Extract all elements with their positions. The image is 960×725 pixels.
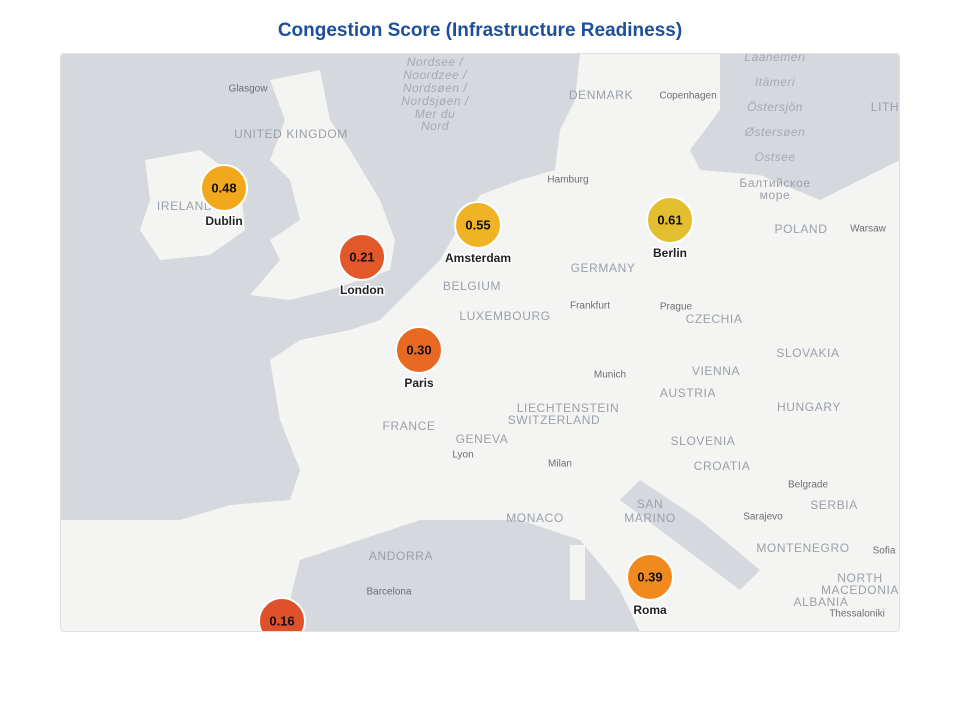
map-label: Hamburg	[547, 175, 588, 186]
map-label: ANDORRA	[369, 549, 433, 563]
marker-bubble	[454, 201, 502, 249]
map-label: море	[760, 188, 791, 202]
map-label: Frankfurt	[570, 301, 610, 312]
scandinavia	[580, 53, 720, 160]
map-label: Barcelona	[366, 587, 411, 598]
map-label: Belgrade	[788, 480, 828, 491]
map-label: IRELAND	[157, 199, 213, 213]
map-label: SERBIA	[810, 498, 858, 512]
map-label: Østersøen	[744, 125, 806, 139]
marker-value: 0.39	[637, 569, 662, 584]
map-label: MONTENEGRO	[756, 541, 849, 555]
map-label: Munich	[594, 370, 626, 381]
map-label: Thessaloniki	[829, 609, 885, 620]
marker-value: 0.21	[349, 249, 374, 264]
marker-name: Berlin	[653, 246, 687, 260]
map-label: HUNGARY	[777, 400, 841, 414]
map-label: GENEVA	[456, 432, 509, 446]
map-label: Läänemeri	[744, 50, 805, 64]
marker-bubble	[646, 196, 694, 244]
map-label: MONACO	[506, 511, 564, 525]
map-label: LIECHTENSTEIN	[517, 401, 619, 415]
city-marker: 0.61 Berlin	[646, 196, 694, 262]
map-label: SLOVENIA	[671, 434, 736, 448]
map-label: SWITZERLAND	[508, 413, 601, 427]
adriatic	[620, 480, 760, 590]
map-label: NORTH	[837, 571, 882, 585]
map-label: AUSTRIA	[660, 386, 716, 400]
map-label: Noordzee /	[403, 68, 468, 82]
marker-bubble	[338, 233, 386, 281]
marker-value: 0.55	[465, 217, 490, 232]
map-label: ALBANIA	[794, 595, 849, 609]
map-label: VIENNA	[692, 364, 740, 378]
map-label: Milan	[548, 459, 572, 470]
marker-name: Roma	[633, 603, 667, 617]
marker-value: 0.61	[657, 212, 682, 227]
map-label: LUXEMBOURG	[459, 309, 550, 323]
map-label: FRANCE	[383, 419, 436, 433]
map-label: BELGIUM	[443, 279, 501, 293]
italy	[560, 470, 720, 632]
marker-name: Amsterdam	[445, 251, 511, 265]
city-marker: 0.21 London	[338, 233, 386, 299]
title: Congestion Score (Infrastructure Readine…	[278, 20, 682, 41]
map-label: SAN	[637, 497, 663, 511]
map-label: UNITED KINGDOM	[234, 127, 348, 141]
map-label: Sarajevo	[743, 512, 783, 523]
map-label: MACEDONIA	[821, 583, 899, 597]
map-label: Copenhagen	[659, 91, 716, 102]
corsica	[570, 545, 585, 600]
map-label: Prague	[660, 302, 693, 313]
map-label: LITH	[871, 100, 899, 114]
marker-bubble	[626, 553, 674, 601]
map-label: Ostsee	[754, 150, 795, 164]
map-label: MARINO	[624, 511, 676, 525]
basemap: Nordsee /Noordzee /Nordsøen /Nordsjøen /…	[60, 50, 900, 661]
map-label: Warsaw	[850, 224, 887, 235]
map-label: DENMARK	[569, 88, 633, 102]
map-label: Itämeri	[755, 75, 795, 89]
map-label: GERMANY	[571, 261, 636, 275]
map-label: Nord	[421, 119, 449, 133]
city-marker: 0.30 Paris	[395, 326, 443, 392]
marker-name: Madrid	[262, 647, 301, 661]
marker-bubble	[258, 597, 306, 632]
map-label: Nordsjøen /	[401, 94, 470, 108]
map-label: POLAND	[775, 222, 828, 236]
map-label: CROATIA	[694, 459, 751, 473]
map-label: Sofia	[873, 546, 896, 557]
map-frame	[60, 53, 900, 632]
marker-name: Dublin	[205, 214, 242, 228]
map-label: Nordsee /	[407, 55, 465, 69]
city-marker: 0.55 Amsterdam	[443, 201, 513, 267]
map-label: Балтийское	[739, 176, 810, 190]
map-label: Östersjön	[747, 100, 803, 114]
map-label: CZECHIA	[686, 312, 743, 326]
map-label: Glasgow	[229, 84, 269, 95]
city-marker: 0.39 Roma	[626, 553, 674, 619]
city-marker: 0.16 Madrid	[258, 597, 306, 661]
marker-bubble	[200, 164, 248, 212]
marker-name: London	[340, 283, 384, 297]
city-marker: 0.48 Dublin	[200, 164, 248, 230]
map-label: Lyon	[452, 450, 473, 461]
mediterranean	[290, 520, 640, 632]
map-label: Mer du	[415, 107, 455, 121]
baltic	[690, 53, 900, 200]
marker-value: 0.30	[406, 342, 431, 357]
map-label: Nordsøen /	[403, 81, 469, 95]
map-label: SLOVAKIA	[776, 346, 839, 360]
marker-name: Paris	[404, 376, 434, 390]
marker-value: 0.16	[269, 613, 294, 628]
marker-value: 0.48	[211, 180, 236, 195]
marker-bubble	[395, 326, 443, 374]
